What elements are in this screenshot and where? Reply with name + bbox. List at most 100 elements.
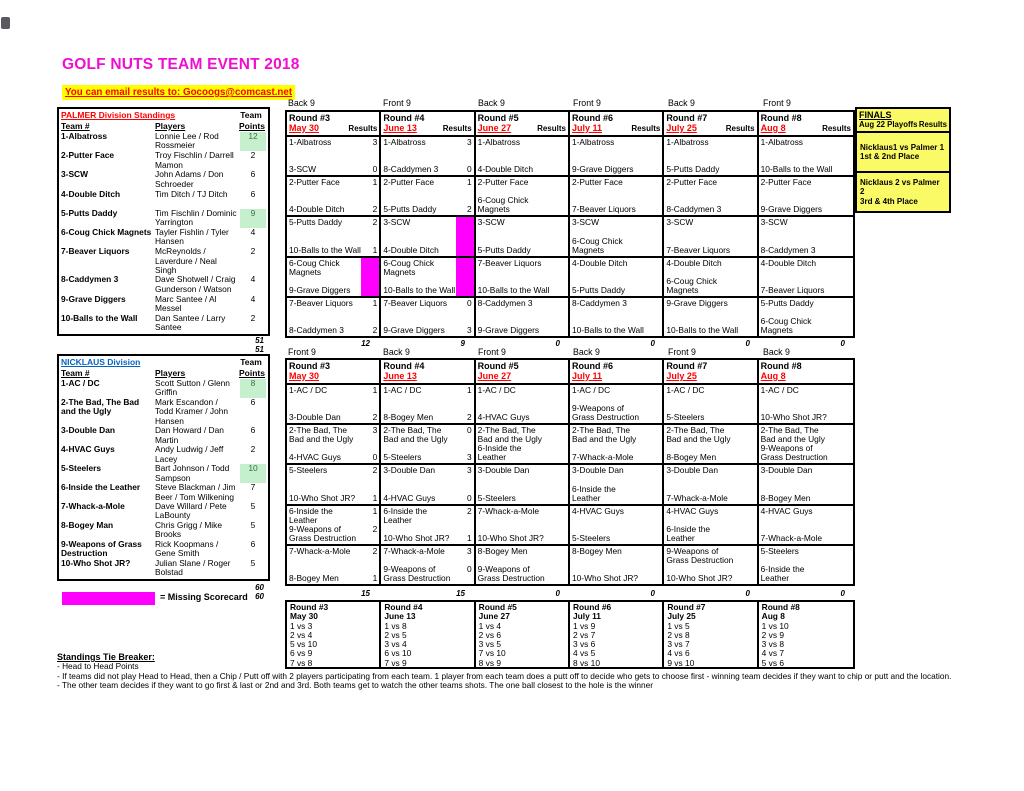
nicklaus-points-total-check: 60: [255, 592, 264, 601]
away-score: [646, 534, 660, 543]
schedule-pairing: 4 vs 5: [572, 648, 596, 659]
away-team: 9-Weapons of Grass Destruction: [383, 564, 451, 584]
team-name: 3-SCW: [61, 169, 88, 180]
home-score: [552, 386, 566, 395]
tiebreaker-notes: Standings Tie Breaker: - Head to Head Po…: [57, 652, 951, 690]
home-team-row: 1-AC / DC 1: [383, 386, 471, 395]
team-name: 6-Inside the Leather: [61, 482, 141, 493]
away-score: [741, 525, 755, 543]
match-cell: 8-Caddymen 3 10-Balls to the Wall: [570, 298, 662, 336]
team-points: 10: [240, 463, 266, 484]
round-total: 0: [555, 589, 560, 598]
home-team: 1-Albatross: [571, 137, 615, 147]
player-names: John Adams / Don Schroeder: [155, 169, 224, 189]
team-name: 9-Grave Diggers: [61, 293, 126, 304]
team-name: 2-Putter Face: [61, 150, 115, 161]
round-header: Round #7 July 25 Results: [664, 112, 757, 137]
match-cell: 1-Albatross 5-Putts Daddy: [664, 137, 757, 178]
away-team-row: 9-Grave Diggers: [761, 205, 851, 214]
home-team: 4-Double Ditch: [666, 257, 722, 268]
team-name: 2-The Bad, The Bad and the Ugly: [61, 396, 140, 417]
away-team: 4-HVAC Guys: [383, 492, 436, 503]
home-score: 2: [372, 465, 378, 476]
schedule-pairing: 7 vs 8: [290, 657, 313, 668]
schedule-pairing: 2 vs 9: [761, 629, 784, 640]
away-team: 9-Grave Diggers: [571, 164, 634, 175]
home-team: 2-The Bad, The Bad and the Ugly: [477, 425, 542, 445]
away-team-row: 10-Who Shot JR?: [666, 574, 754, 583]
home-team: 3-Double Dan: [666, 465, 718, 476]
home-score: 1: [372, 177, 378, 188]
away-team: 8-Bogey Men: [289, 573, 339, 584]
palmer-points-total: 51: [255, 336, 264, 345]
standings-body: 1-Albatross Lonnie Lee / Rod Rossmeier 12 2…: [61, 131, 266, 333]
team-points: 4: [250, 274, 256, 285]
match-cell: 8-Caddymen 3 9-Grave Diggers: [476, 298, 568, 336]
email-results-link[interactable]: You can email results to: Gocoogs@comcas…: [62, 85, 296, 100]
home-score: [741, 426, 755, 444]
home-team: 2-Putter Face: [666, 177, 718, 188]
round-column: Round #6 July 11 Results 1-Albatross 9-Grave…: [569, 112, 665, 336]
round-column: Round #5 June 27 Results 1-Albatross 4-Doubl…: [475, 112, 570, 336]
home-team: 7-Whack-a-Mole: [289, 545, 351, 556]
match-cell: 2-Putter Face 9-Grave Diggers: [758, 177, 853, 218]
round-column: Round #3 May 30 1-AC / DC 1 3-Double Dan 2 2-T…: [287, 360, 382, 584]
match-cell: 1-AC / DC 1 8-Bogey Men 2: [381, 385, 474, 426]
home-team-row: 2-The Bad, The Bad and the Ugly: [761, 426, 851, 444]
home-team: 3-Double Dan: [760, 465, 813, 476]
round-header: Round #7 July 25: [664, 360, 757, 385]
away-team-row: 7-Beaver Liquors: [666, 245, 754, 255]
schedule-pairing: 6 vs 9: [290, 648, 313, 659]
schedule-pairing: 1 vs 3: [290, 620, 313, 631]
away-team: 8-Bogey Men: [383, 412, 434, 423]
away-team-row: 8-Bogey Men: [761, 493, 851, 503]
players-column-header: Players: [155, 121, 186, 131]
away-team-row: 9-Weapons of Grass Destruction: [478, 565, 566, 583]
away-team-row: 10-Balls to the Wall: [383, 285, 471, 295]
round-name: Round #3: [289, 361, 331, 371]
away-team: 10-Balls to the Wall: [760, 164, 833, 175]
round-name: Round #6: [571, 361, 613, 371]
home-team-row: 1-AC / DC: [572, 386, 660, 395]
away-team-row: 9-Grave Diggers: [478, 326, 566, 335]
home-score: [552, 547, 566, 556]
away-team: 5-Putts Daddy: [383, 204, 437, 215]
team-points: 2: [250, 444, 256, 455]
away-score: [837, 165, 851, 174]
team-points: 8: [240, 378, 266, 398]
schedule-round-date: Aug 8: [761, 611, 785, 622]
home-team-row: 6-Coug Chick Magnets: [383, 258, 471, 277]
away-team-row: 6-Coug Chick Magnets: [572, 236, 660, 255]
match-cell: 1-AC / DC 9-Weapons of Grass Destruction: [569, 385, 663, 426]
home-team: 3-SCW: [666, 217, 694, 228]
home-score: [741, 507, 755, 516]
team-points: 6: [250, 425, 256, 436]
away-team: 4-HVAC Guys: [477, 412, 530, 423]
schedule-pairing: 5 vs 10: [290, 639, 318, 650]
round-date: June 13: [383, 123, 417, 133]
team-name: 8-Caddymen 3: [61, 274, 119, 285]
round-date-row: June 13: [383, 371, 471, 382]
home-team: 9-Weapons of Grass Destruction: [666, 545, 734, 565]
tiebreaker-line: - Head to Head Points: [57, 661, 139, 672]
round-column: Round #4 June 13 Results 1-Albatross 3 8-Cadd…: [381, 112, 476, 336]
round-name: Round #5: [477, 113, 519, 123]
away-score: [552, 494, 566, 503]
away-score: [552, 534, 566, 543]
players-column-header: Players: [155, 368, 186, 378]
finals-match-2: Nicklaus 2 vs Palmer 2 3rd & 4th Place: [857, 173, 949, 211]
away-team-row: 8-Caddymen 3: [761, 245, 851, 255]
away-team: 6-Inside the Leather: [760, 564, 805, 584]
home-score: [646, 299, 660, 308]
schedule-round-date: July 25: [667, 611, 696, 622]
away-score: 1: [372, 573, 378, 584]
standings-row: 7-Whack-a-Mole Dave Willard / Pete LaBoun…: [61, 501, 266, 521]
match-cell: 5-Putts Daddy 6-Coug Chick Magnets: [759, 298, 853, 336]
home-team: 9-Grave Diggers: [666, 297, 728, 308]
home-team: 1-Albatross: [666, 137, 709, 147]
away-team: 5-Putts Daddy: [571, 284, 626, 295]
away-score: [741, 205, 755, 214]
schedule-pairing: 4 vs 6: [667, 648, 690, 659]
away-team-row: 7-Whack-a-Mole: [666, 493, 754, 503]
home-team: 4-HVAC Guys: [666, 505, 719, 516]
